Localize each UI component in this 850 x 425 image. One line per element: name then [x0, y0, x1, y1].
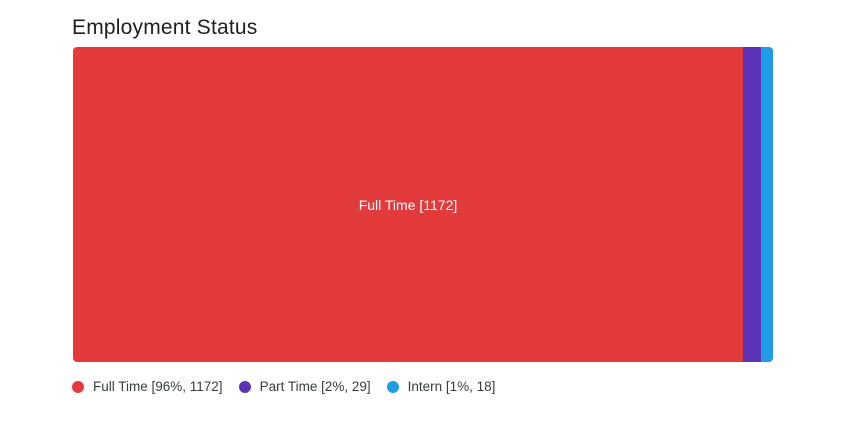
chart-legend: Full Time [96%, 1172] Part Time [2%, 29]… — [72, 379, 511, 394]
legend-marker-icon — [72, 380, 84, 393]
legend-item-part-time[interactable]: Part Time [2%, 29] — [238, 379, 371, 394]
legend-label: Intern [1%, 18] — [407, 379, 496, 394]
treemap-segment-full-time[interactable]: Full Time [1172] — [73, 47, 743, 362]
treemap-segment-intern[interactable] — [760, 47, 773, 362]
legend-label: Full Time [96%, 1172] — [93, 379, 223, 394]
treemap-plot-area: Full Time [1172] — [73, 47, 773, 362]
legend-item-intern[interactable]: Intern [1%, 18] — [386, 379, 496, 394]
legend-marker-icon — [386, 380, 399, 393]
legend-item-full-time[interactable]: Full Time [96%, 1172] — [72, 379, 223, 394]
segment-data-label: Full Time [1172] — [358, 196, 458, 213]
treemap-segment-part-time[interactable] — [742, 47, 761, 362]
chart-title: Employment Status — [72, 16, 258, 39]
legend-label: Part Time [2%, 29] — [259, 379, 371, 394]
legend-marker-icon — [238, 380, 251, 393]
